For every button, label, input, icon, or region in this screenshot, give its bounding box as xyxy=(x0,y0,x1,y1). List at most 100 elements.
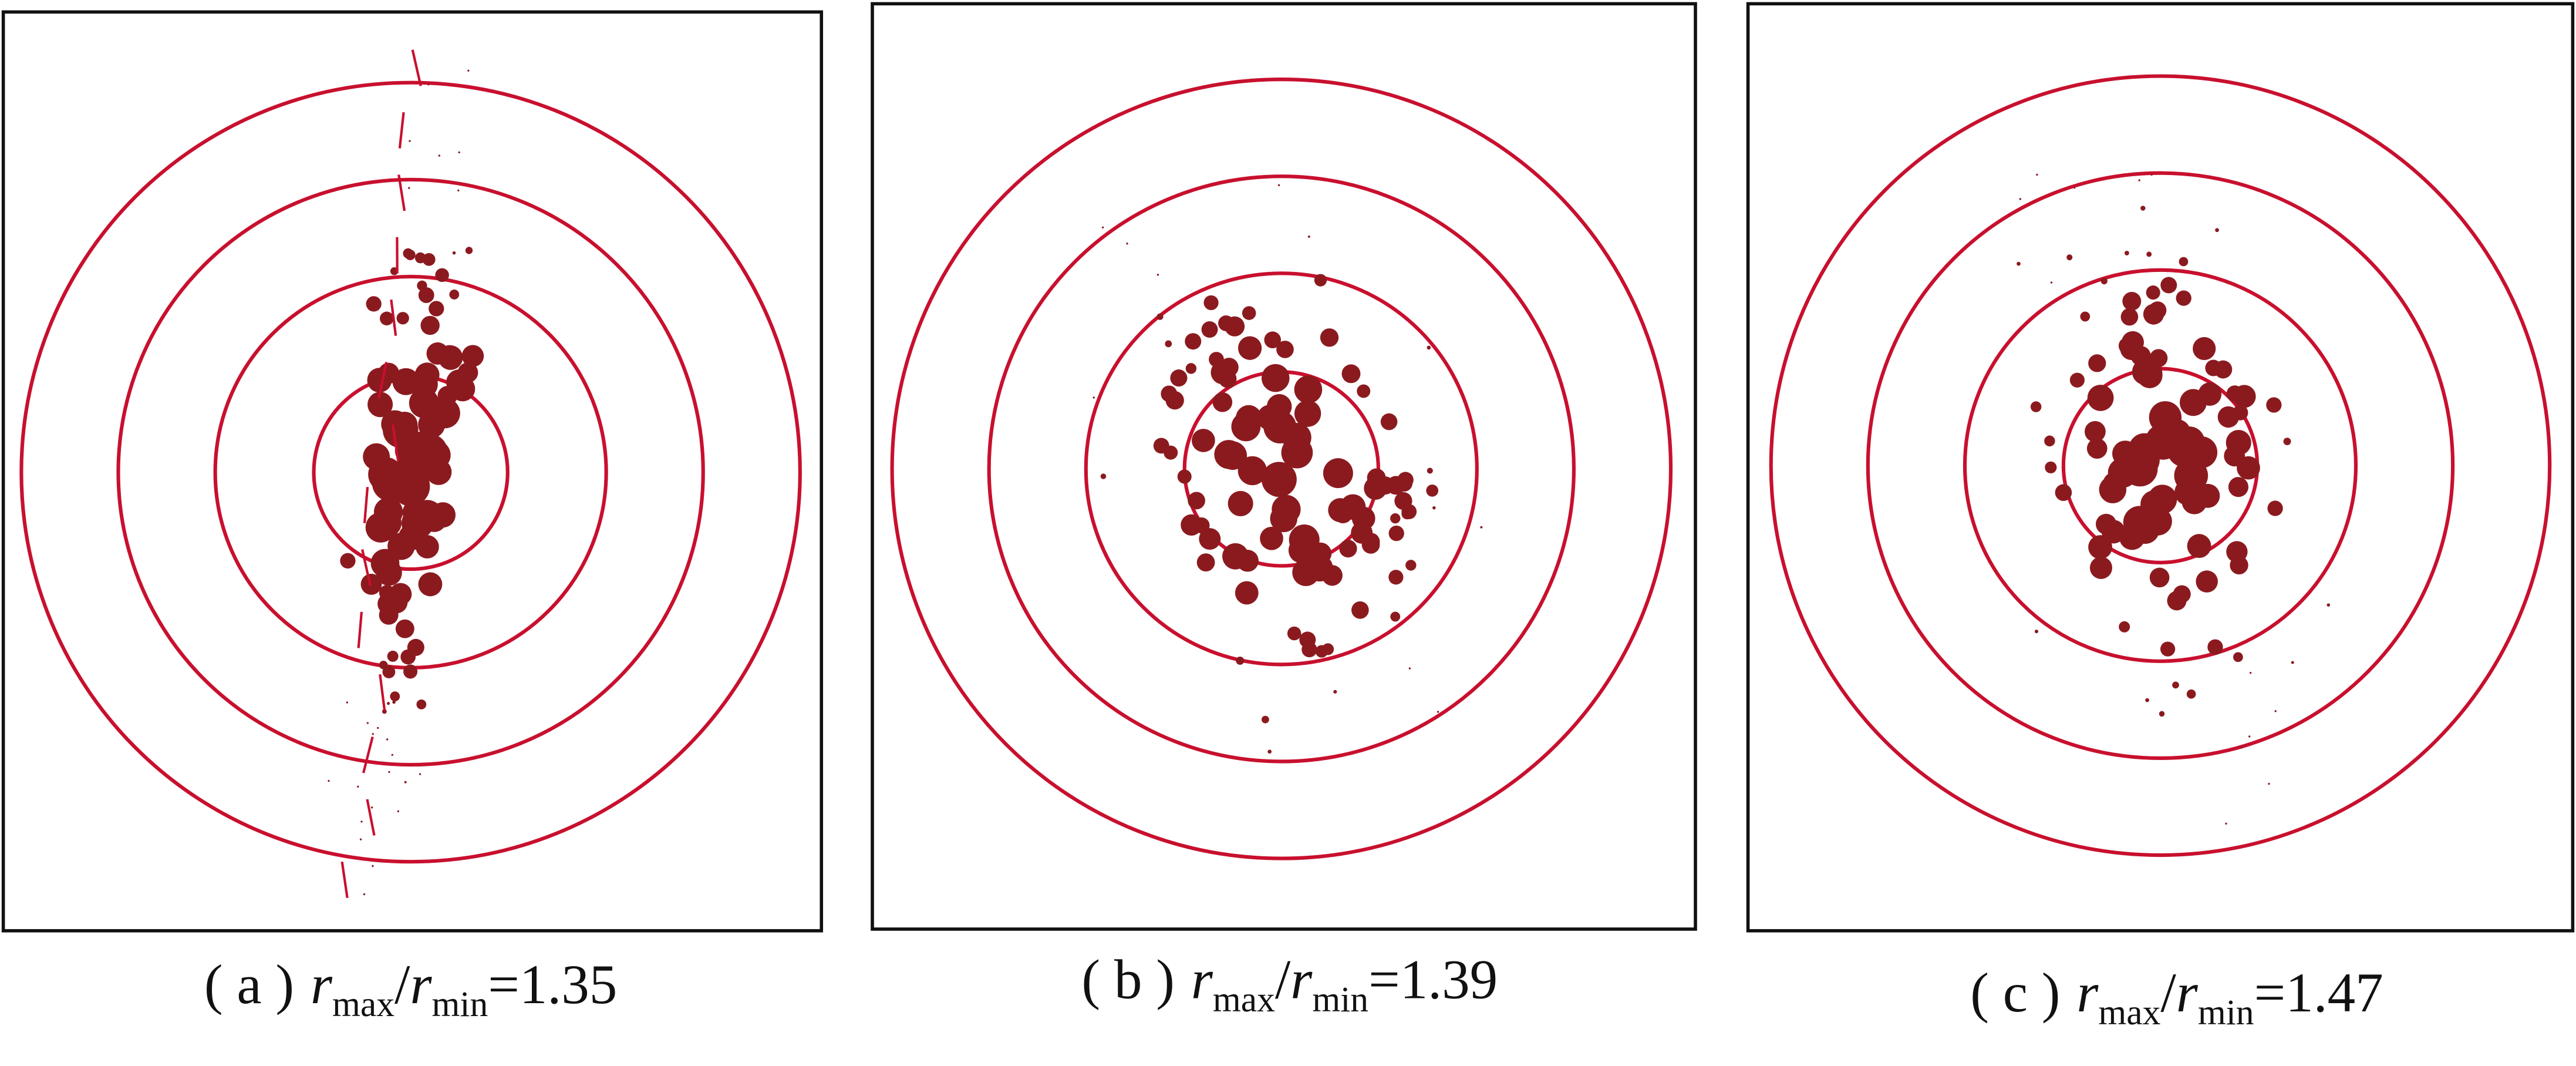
caption-separator: / xyxy=(1275,948,1291,1010)
caption-separator: / xyxy=(2160,961,2176,1024)
particle xyxy=(401,507,434,539)
particle xyxy=(1156,274,1159,276)
particle xyxy=(1408,667,1411,670)
caption-symbol: r xyxy=(311,953,333,1015)
particle xyxy=(418,411,446,439)
panel: ( c ) rmax/rmin=1.47 xyxy=(1746,2,2575,1033)
particle xyxy=(2066,254,2073,261)
crack xyxy=(398,112,405,149)
particle xyxy=(2186,689,2196,699)
particle xyxy=(1222,543,1249,570)
particle xyxy=(1388,525,1404,542)
particle xyxy=(367,368,392,393)
particle xyxy=(1314,274,1327,287)
caption: ( b ) rmax/rmin=1.39 xyxy=(1081,948,1498,1019)
particle xyxy=(1432,506,1436,510)
particle xyxy=(2180,389,2207,416)
particle xyxy=(2044,435,2055,447)
particle xyxy=(418,572,443,597)
particle xyxy=(370,549,400,578)
panel: ( a ) rmax/rmin=1.35 xyxy=(1,10,824,1024)
particle xyxy=(2150,173,2153,176)
particle xyxy=(427,83,430,86)
crack xyxy=(377,362,388,399)
particle xyxy=(2019,198,2021,200)
particle xyxy=(2160,641,2176,657)
particle xyxy=(2193,337,2216,361)
particle xyxy=(376,727,379,729)
particle xyxy=(2120,308,2139,326)
particle xyxy=(363,893,366,896)
particle xyxy=(426,459,452,485)
particle xyxy=(1302,643,1314,655)
particle xyxy=(1101,226,1104,228)
particle xyxy=(1339,539,1357,558)
particle xyxy=(1287,626,1302,641)
particle xyxy=(1307,235,1310,238)
particle xyxy=(452,251,456,255)
particle xyxy=(1261,364,1290,392)
particle xyxy=(422,253,436,266)
ring xyxy=(890,78,1673,860)
particle xyxy=(449,290,460,300)
particle xyxy=(2118,337,2136,355)
crack xyxy=(362,736,374,774)
particle xyxy=(1100,473,1107,479)
particle xyxy=(372,733,374,735)
particle xyxy=(1228,490,1253,516)
particle xyxy=(2088,354,2106,372)
particle xyxy=(2073,186,2076,189)
particle xyxy=(2196,570,2218,593)
particle xyxy=(2248,735,2251,738)
particle xyxy=(2119,621,2130,633)
particle xyxy=(409,370,438,399)
particle xyxy=(2266,397,2282,413)
particle xyxy=(366,722,369,724)
particle xyxy=(1264,331,1281,348)
particle xyxy=(1261,462,1297,497)
particle xyxy=(416,535,439,559)
particle xyxy=(1480,526,1483,529)
particle xyxy=(1272,495,1301,524)
ring xyxy=(19,80,802,864)
particle xyxy=(397,810,400,812)
particle xyxy=(1153,438,1169,454)
particle xyxy=(2017,261,2021,266)
particle xyxy=(404,781,407,783)
caption-value: =1.47 xyxy=(2254,961,2383,1024)
particle xyxy=(1277,184,1280,187)
particle xyxy=(387,650,399,662)
particle xyxy=(2176,290,2191,306)
particle xyxy=(2267,500,2283,516)
particle xyxy=(1333,690,1337,694)
particle xyxy=(1320,328,1339,347)
caption-subscript: max xyxy=(1213,980,1275,1020)
particle xyxy=(380,311,394,326)
particle xyxy=(377,593,399,615)
particle xyxy=(429,301,444,317)
particle xyxy=(1192,429,1215,452)
particle xyxy=(2100,277,2108,285)
particle xyxy=(1427,468,1433,474)
ring xyxy=(1084,271,1479,667)
particle xyxy=(2087,385,2114,411)
particle xyxy=(2140,206,2146,211)
particle xyxy=(400,649,416,665)
particle xyxy=(2146,285,2160,300)
caption-symbol: r xyxy=(1290,948,1313,1010)
particle xyxy=(457,189,460,191)
particle xyxy=(367,392,393,418)
particle xyxy=(2149,349,2168,368)
particle xyxy=(1323,458,1353,489)
particle xyxy=(2291,661,2294,664)
particle xyxy=(1288,537,1314,563)
particle xyxy=(1351,601,1369,619)
particle xyxy=(2214,360,2233,379)
crack xyxy=(357,611,363,648)
particle xyxy=(1185,333,1202,350)
particle xyxy=(396,312,409,325)
particle xyxy=(2160,277,2177,294)
particle xyxy=(1196,553,1215,571)
particle xyxy=(408,187,410,189)
particle xyxy=(396,449,431,484)
